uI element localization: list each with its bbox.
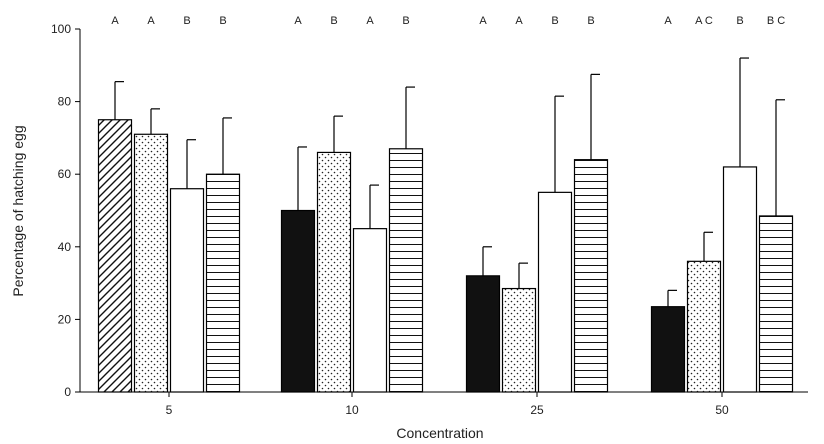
bar [650,306,686,393]
y-tick-label: 20 [58,312,72,326]
bar-group-item [205,117,241,393]
significance-letter: B [219,15,226,27]
bar-group-item [97,81,133,393]
x-tick-label: 10 [345,403,359,417]
bar-group-item [133,108,169,393]
significance-letter: A [664,15,672,27]
bar-group-item [280,146,316,393]
bar [758,215,794,393]
x-axis-ticks: 5 10 25 50 [166,392,729,417]
bar [316,151,352,393]
significance-letter: A [515,15,523,27]
significance-letter: A C [695,15,713,27]
significance-letter: B [587,15,594,27]
bar-group-item [573,73,609,393]
significance-letter: A [479,15,487,27]
bar-group-item [686,231,722,393]
bar-group-item [722,57,758,393]
bar-group-item [758,99,794,393]
y-axis-ticks: 0 20 40 60 80 100 [51,22,80,399]
significance-letter: B [551,15,558,27]
bar [205,173,241,393]
bar-group-item [650,289,686,393]
bars [97,57,794,393]
bar-group-item [537,95,573,393]
bar-group-item [169,139,205,393]
bar [388,148,424,393]
bar [169,188,205,393]
bar [573,159,609,393]
bar [686,260,722,393]
y-tick-label: 40 [58,240,72,254]
significance-letter: B [402,15,409,27]
bar [537,191,573,393]
bar [133,133,169,393]
y-axis-label: Percentage of hatching egg [10,125,26,296]
x-tick-label: 50 [715,403,729,417]
significance-letter: B [183,15,190,27]
bar-group-item [316,115,352,393]
bar [465,275,501,393]
y-tick-label: 100 [51,22,71,36]
significance-letter: B C [767,15,785,27]
bar-group-item [465,246,501,393]
bar [280,209,316,393]
significance-letter: A [111,15,119,27]
significance-letter: B [330,15,337,27]
y-tick-label: 60 [58,167,72,181]
significance-letter: A [366,15,374,27]
significance-letter: A [294,15,302,27]
y-tick-label: 0 [64,385,71,399]
x-axis-label: Concentration [396,425,483,441]
bar [722,166,758,393]
bar-group-item [388,86,424,393]
bar [352,228,388,393]
significance-letter: A [147,15,155,27]
x-tick-label: 25 [530,403,544,417]
significance-letter: B [736,15,743,27]
bar-group-item [501,262,537,393]
bar-group-item [352,184,388,393]
x-tick-label: 5 [166,403,173,417]
bar [501,287,537,393]
y-tick-label: 80 [58,95,72,109]
bar [97,119,133,393]
